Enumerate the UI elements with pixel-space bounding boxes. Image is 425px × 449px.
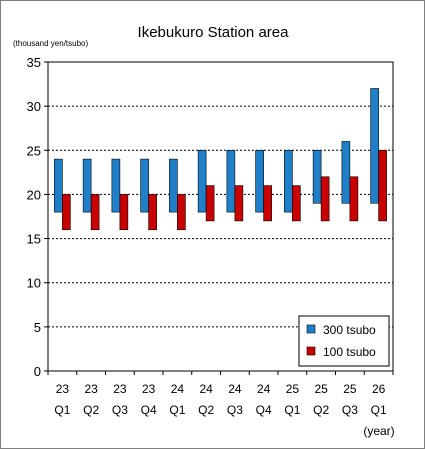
y-tick-label: 0 — [34, 364, 41, 379]
bar-100-tsubo — [320, 176, 330, 222]
bar-100-tsubo — [119, 194, 129, 231]
bar-100-tsubo — [234, 185, 244, 222]
x-axis-unit-label: (year) — [363, 424, 394, 438]
x-tick-year: 23 — [84, 382, 98, 396]
y-tick-label: 5 — [34, 320, 41, 335]
bar-300-tsubo — [284, 149, 293, 213]
bar-300-tsubo — [197, 149, 207, 213]
x-tick-year: 25 — [286, 382, 300, 396]
x-tick-quarter: Q1 — [54, 403, 70, 417]
y-tick-labels: 0 5 10 15 20 25 30 35 — [27, 55, 41, 379]
x-tick-quarter: Q1 — [371, 403, 387, 417]
axes — [44, 61, 394, 375]
x-tick-year: 23 — [113, 382, 127, 396]
x-tick-year: 23 — [142, 382, 156, 396]
y-tick-label: 30 — [27, 99, 41, 114]
legend-label: 100 tsubo — [323, 345, 376, 359]
bar-300-tsubo — [54, 158, 63, 213]
bar-100-tsubo — [349, 176, 359, 222]
x-tick-quarter: Q2 — [198, 403, 214, 417]
bar-300-tsubo — [312, 149, 322, 204]
bar-100-tsubo — [263, 185, 272, 222]
bar-100-tsubo — [62, 194, 71, 231]
y-tick-label: 15 — [27, 232, 41, 247]
bar-300-tsubo — [226, 149, 236, 213]
x-tick-year: 25 — [314, 382, 328, 396]
bar-300-tsubo — [82, 158, 92, 213]
x-tick-quarter: Q4 — [141, 403, 157, 417]
x-tick-year: 25 — [343, 382, 357, 396]
x-tick-quarter: Q2 — [313, 403, 329, 417]
x-tick-quarter: Q4 — [256, 403, 272, 417]
legend: 300 tsubo 100 tsubo — [298, 315, 390, 367]
bar-100-tsubo — [177, 194, 186, 231]
legend-label: 300 tsubo — [323, 323, 376, 337]
x-tick-quarter: Q3 — [342, 403, 358, 417]
x-tick-quarter: Q3 — [112, 403, 128, 417]
gridlines — [48, 105, 393, 328]
y-axis-unit-label: (thousand yen/tsubo) — [13, 39, 88, 48]
bar-300-tsubo — [140, 158, 149, 213]
legend-swatch — [306, 346, 316, 356]
y-tick-label: 20 — [27, 187, 41, 202]
x-tick-year: 24 — [257, 382, 271, 396]
bar-100-tsubo — [148, 194, 157, 231]
y-tick-label: 10 — [27, 276, 41, 291]
chart-title: Ikebukuro Station area — [138, 24, 290, 41]
bar-100-tsubo — [378, 149, 387, 222]
x-tick-quarter: Q1 — [284, 403, 300, 417]
x-tick-year: 24 — [171, 382, 185, 396]
y-tick-label: 35 — [27, 55, 41, 70]
bar-100-tsubo — [292, 185, 301, 222]
bar-100-tsubo — [90, 194, 100, 231]
bar-300-tsubo — [111, 158, 121, 213]
legend-box — [298, 315, 390, 367]
x-tick-quarter: Q1 — [169, 403, 185, 417]
y-tick-label: 25 — [27, 143, 41, 158]
bar-300-tsubo — [370, 88, 379, 204]
x-tick-quarter: Q2 — [83, 403, 99, 417]
bar-300-tsubo — [255, 149, 264, 213]
x-tick-year: 23 — [56, 382, 70, 396]
bar-300-tsubo — [341, 141, 351, 204]
bar-100-tsubo — [205, 185, 215, 222]
x-tick-year: 26 — [372, 382, 386, 396]
x-tick-quarter: Q3 — [227, 403, 243, 417]
x-tick-year: 24 — [199, 382, 213, 396]
x-tick-year: 24 — [228, 382, 242, 396]
legend-swatch — [306, 324, 316, 334]
x-tick-labels: 23 Q1 23 Q2 23 Q3 23 Q4 24 Q1 24 Q2 24 Q3 24 Q4 25 Q1 25 Q2… — [54, 382, 387, 417]
bars — [54, 88, 387, 231]
bar-300-tsubo — [169, 158, 178, 213]
